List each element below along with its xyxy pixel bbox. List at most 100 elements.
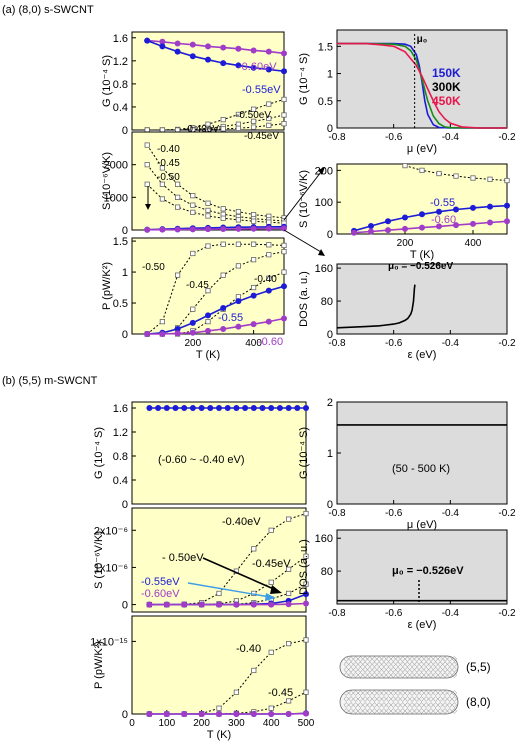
x-tick-label: -0.8 <box>328 338 346 349</box>
nanotube-label-55: (5,5) <box>466 660 491 674</box>
zoom-arrow <box>283 229 322 253</box>
tube-hex <box>451 672 458 678</box>
data-point <box>205 200 211 206</box>
annotation: (-0.60 ~ -0.40 eV) <box>158 454 245 466</box>
tube-body <box>339 689 459 715</box>
data-point <box>303 581 309 587</box>
series-line <box>147 39 285 55</box>
data-point <box>216 711 222 717</box>
data-point <box>174 272 181 278</box>
data-point <box>268 711 275 717</box>
series-label: -0.45 <box>268 687 293 699</box>
data-point <box>368 228 374 235</box>
data-point <box>190 193 196 199</box>
series-label: - 0.50eV <box>162 552 204 564</box>
x-tick-label: -0.8 <box>328 508 346 519</box>
data-point <box>159 331 166 337</box>
data-point <box>281 50 287 57</box>
data-point <box>146 405 153 411</box>
data-point <box>250 118 257 124</box>
data-point <box>266 115 272 122</box>
data-point <box>174 330 181 337</box>
y-tick-label: 1 <box>327 448 333 460</box>
data-point <box>159 181 165 187</box>
data-point <box>250 601 257 608</box>
data-point <box>220 215 226 221</box>
series-line <box>147 98 285 131</box>
x-tick-label: 400 <box>245 338 262 349</box>
series-label: -0.40 <box>157 144 180 155</box>
series-label: -0.55eV <box>242 84 281 96</box>
data-point <box>285 698 292 704</box>
part-a-label: (a) (8,0) s-SWCNT <box>2 4 94 16</box>
y-axis-label: G (10⁻⁴ S) <box>93 427 105 479</box>
series-line <box>149 639 307 715</box>
data-point <box>250 241 257 247</box>
y-tick-label: 0 <box>327 229 333 241</box>
y-axis-label: G (10⁻⁴ S) <box>101 55 113 107</box>
data-point <box>144 37 151 44</box>
data-point <box>189 319 196 326</box>
data-point <box>216 405 222 411</box>
data-point <box>163 601 170 608</box>
zoom-arrow-head <box>318 249 325 256</box>
chart-b_S: 0 1x10⁻⁶ 2x10⁻⁶S (10⁻⁶V/K) <box>93 507 309 613</box>
y-axis-label: S (10⁻⁶V/K) <box>93 531 105 589</box>
data-point <box>205 319 211 325</box>
series-label: -0.55eV <box>141 576 180 588</box>
y-tick-label: 0.5 <box>113 298 128 310</box>
y-tick-label: 0 <box>122 709 128 721</box>
series-label: -0.40 <box>236 643 261 655</box>
series-label: -0.40eV <box>222 516 261 528</box>
x-axis-label: μ (eV) <box>407 519 437 531</box>
x-axis-label: T (K) <box>207 729 231 741</box>
tube-hex <box>451 690 458 696</box>
data-point <box>235 209 241 215</box>
data-point <box>144 181 150 187</box>
data-point <box>220 226 227 233</box>
data-point <box>303 553 309 559</box>
data-point <box>220 326 227 333</box>
data-point <box>250 225 257 232</box>
nanotube-illustrations: (5,5) (8,0) <box>339 655 491 715</box>
series-label: -0.40 <box>254 274 277 285</box>
series-label: -0.45eV <box>252 558 291 570</box>
x-tick-label: 100 <box>158 718 175 729</box>
data-point <box>198 711 205 717</box>
arrow-line <box>202 557 277 591</box>
data-point <box>155 405 162 411</box>
data-point <box>470 204 476 211</box>
data-point <box>453 173 459 179</box>
data-point <box>198 601 205 608</box>
y-axis-label: S (10⁻⁶V/K) <box>101 152 113 210</box>
data-point <box>205 207 211 213</box>
data-point <box>303 591 309 598</box>
data-point <box>190 209 196 215</box>
data-point <box>402 214 408 221</box>
series-line <box>149 602 307 606</box>
data-point <box>285 601 292 608</box>
arrow-head <box>265 593 276 601</box>
x-axis-label: μ (eV) <box>407 143 437 155</box>
series-label: -0.50 <box>142 262 165 273</box>
data-point <box>190 306 196 312</box>
data-point <box>233 405 240 411</box>
data-point <box>436 170 442 177</box>
series-line <box>146 164 285 222</box>
data-point <box>303 510 309 517</box>
data-point <box>268 705 274 711</box>
x-tick-label: -0.6 <box>385 338 403 349</box>
data-point <box>470 220 476 227</box>
y-tick-label: 0 <box>122 125 128 137</box>
data-point <box>235 217 241 223</box>
data-point <box>159 43 166 50</box>
data-point <box>265 287 272 294</box>
data-point <box>233 711 240 717</box>
series-label: -0.50 <box>157 172 180 183</box>
x-tick-label: -0.8 <box>328 132 346 143</box>
data-point <box>144 142 150 148</box>
data-point <box>250 257 257 263</box>
plot-area <box>336 263 508 335</box>
data-point <box>174 326 181 333</box>
